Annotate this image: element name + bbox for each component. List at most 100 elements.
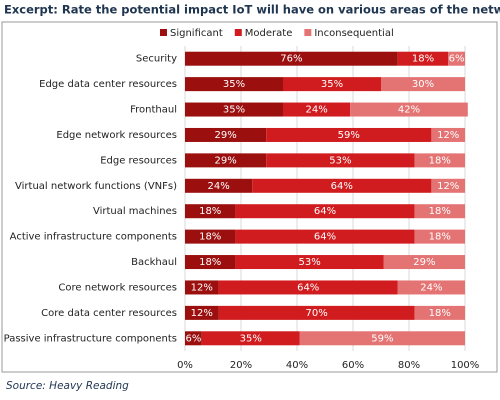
x-tick-label: 60% bbox=[342, 360, 364, 371]
value-label: 12% bbox=[191, 308, 213, 319]
bar-segment bbox=[185, 255, 236, 270]
value-label: 76% bbox=[280, 54, 302, 65]
bar-segment bbox=[431, 127, 465, 142]
y-tick-label: Backhaul bbox=[131, 257, 177, 268]
value-label: 18% bbox=[429, 232, 451, 243]
bar-segment bbox=[185, 204, 236, 219]
value-label: 18% bbox=[199, 206, 221, 217]
bar-segment bbox=[414, 153, 465, 168]
value-label: 35% bbox=[240, 333, 262, 344]
y-tick-label: Active infrastructure components bbox=[10, 232, 177, 243]
bar-segment bbox=[218, 305, 415, 320]
bar-segment bbox=[185, 229, 236, 244]
bar-segment bbox=[283, 102, 351, 117]
value-label: 6% bbox=[185, 333, 201, 344]
bar-segment bbox=[201, 331, 300, 346]
value-label: 24% bbox=[207, 181, 229, 192]
value-label: 35% bbox=[223, 105, 245, 116]
bar-segment bbox=[252, 178, 432, 193]
bar-segment bbox=[185, 51, 398, 66]
bar-segment bbox=[283, 77, 381, 92]
value-label: 53% bbox=[298, 257, 320, 268]
y-tick-label: Security bbox=[136, 54, 177, 65]
value-label: 24% bbox=[420, 282, 442, 293]
value-label: 59% bbox=[338, 130, 360, 141]
bar-segment bbox=[185, 178, 253, 193]
legend-label: Inconsequential bbox=[314, 28, 393, 39]
legend-swatch bbox=[304, 29, 312, 36]
bar-segment bbox=[185, 280, 219, 295]
y-tick-label: Edge network resources bbox=[56, 130, 177, 141]
bar-segment bbox=[185, 127, 267, 142]
bar-segment bbox=[397, 51, 449, 66]
bar-segment bbox=[431, 178, 465, 193]
bar-segment bbox=[414, 229, 465, 244]
x-tick-label: 0% bbox=[177, 360, 193, 371]
bar-segment bbox=[383, 255, 465, 270]
bar-segment bbox=[350, 102, 468, 117]
value-label: 18% bbox=[429, 155, 451, 166]
y-tick-label: Core data center resources bbox=[41, 308, 177, 319]
y-tick-label: Virtual machines bbox=[93, 206, 177, 217]
bar-segment bbox=[235, 204, 415, 219]
chart-title: Excerpt: Rate the potential impact IoT w… bbox=[4, 3, 500, 17]
bar-segment bbox=[266, 127, 432, 142]
y-tick-label: Edge resources bbox=[100, 155, 177, 166]
bar-segment bbox=[185, 331, 202, 346]
bar-segment bbox=[397, 280, 465, 295]
value-label: 64% bbox=[314, 232, 336, 243]
bar-segment bbox=[185, 102, 283, 117]
value-label: 59% bbox=[371, 333, 393, 344]
value-label: 53% bbox=[329, 155, 351, 166]
bar-segment bbox=[299, 331, 465, 346]
source-note: Source: Heavy Reading bbox=[6, 380, 129, 392]
value-label: 29% bbox=[214, 155, 236, 166]
bar-segment bbox=[414, 204, 465, 219]
x-tick-label: 80% bbox=[398, 360, 420, 371]
value-label: 35% bbox=[223, 79, 245, 90]
value-label: 30% bbox=[412, 79, 434, 90]
y-tick-label: Core network resources bbox=[58, 282, 177, 293]
bar-segment bbox=[381, 77, 465, 92]
value-label: 18% bbox=[412, 54, 434, 65]
value-label: 64% bbox=[314, 206, 336, 217]
bar-segment bbox=[266, 153, 415, 168]
value-label: 18% bbox=[199, 232, 221, 243]
bar-segment bbox=[448, 51, 465, 66]
y-tick-label: Virtual network functions (VNFs) bbox=[15, 181, 177, 192]
value-label: 64% bbox=[297, 282, 319, 293]
x-tick-label: 40% bbox=[286, 360, 308, 371]
value-label: 42% bbox=[398, 105, 420, 116]
bar-segment bbox=[414, 305, 465, 320]
value-label: 18% bbox=[429, 308, 451, 319]
legend-swatch bbox=[160, 29, 167, 36]
y-tick-label: Passive infrastructure components bbox=[4, 333, 177, 344]
value-label: 18% bbox=[199, 257, 221, 268]
value-label: 24% bbox=[305, 105, 327, 116]
value-label: 35% bbox=[321, 79, 343, 90]
value-label: 12% bbox=[437, 181, 459, 192]
value-label: 64% bbox=[331, 181, 353, 192]
legend-label: Moderate bbox=[245, 28, 293, 39]
value-label: 29% bbox=[214, 130, 236, 141]
legend-swatch bbox=[234, 29, 242, 36]
x-tick-label: 100% bbox=[451, 360, 480, 371]
bar-segment bbox=[185, 77, 283, 92]
value-label: 70% bbox=[305, 308, 327, 319]
value-label: 12% bbox=[191, 282, 213, 293]
y-tick-label: Edge data center resources bbox=[39, 79, 177, 90]
legend-label: Significant bbox=[170, 28, 223, 39]
value-label: 6% bbox=[449, 54, 465, 65]
bar-segment bbox=[235, 255, 384, 270]
bar-segment bbox=[185, 153, 267, 168]
bar-segment bbox=[235, 229, 415, 244]
x-tick-label: 20% bbox=[230, 360, 252, 371]
bar-segment bbox=[185, 305, 219, 320]
value-label: 18% bbox=[429, 206, 451, 217]
value-label: 12% bbox=[437, 130, 459, 141]
chart-frame bbox=[1, 21, 498, 373]
y-tick-label: Fronthaul bbox=[130, 105, 177, 116]
value-label: 29% bbox=[413, 257, 435, 268]
bar-segment bbox=[218, 280, 398, 295]
